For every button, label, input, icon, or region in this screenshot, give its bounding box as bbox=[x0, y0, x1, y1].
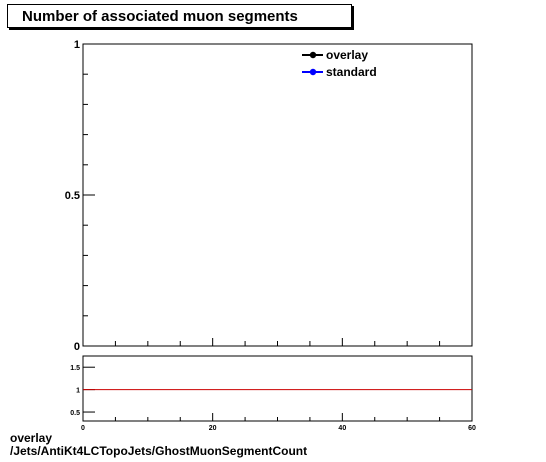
legend-label: standard bbox=[326, 65, 377, 79]
legend-label: overlay bbox=[326, 48, 368, 62]
ratio-x-tick-label: 0 bbox=[81, 425, 85, 432]
main-plot-panel: 00.51 bbox=[65, 39, 473, 353]
main-y-tick-label: 0 bbox=[74, 341, 80, 353]
ratio-y-tick-label: 1 bbox=[76, 388, 80, 395]
ratio-y-tick-label: 1.5 bbox=[70, 365, 80, 372]
main-frame bbox=[82, 43, 473, 347]
ratio-x-tick-label: 40 bbox=[338, 425, 346, 432]
footer: overlay /Jets/AntiKt4LCTopoJets/GhostMuo… bbox=[10, 432, 307, 458]
footer-line-1: overlay bbox=[10, 431, 53, 445]
main-y-tick-label: 0.5 bbox=[65, 190, 80, 202]
ratio-plot-panel: 0.5 1 1.5 0 20 40 60 bbox=[70, 355, 476, 432]
ratio-y-tick-label: 0.5 bbox=[70, 410, 80, 417]
ratio-x-tick-label: 20 bbox=[209, 425, 217, 432]
legend-marker bbox=[309, 51, 317, 59]
main-y-tick-label: 1 bbox=[74, 39, 80, 51]
legend-marker bbox=[309, 68, 317, 76]
footer-line-2: /Jets/AntiKt4LCTopoJets/GhostMuonSegment… bbox=[10, 444, 308, 458]
ratio-frame bbox=[82, 355, 473, 422]
ratio-x-tick-label: 60 bbox=[468, 425, 476, 432]
legend: overlay standard bbox=[302, 48, 377, 79]
chart-title: Number of associated muon segments bbox=[7, 4, 352, 28]
